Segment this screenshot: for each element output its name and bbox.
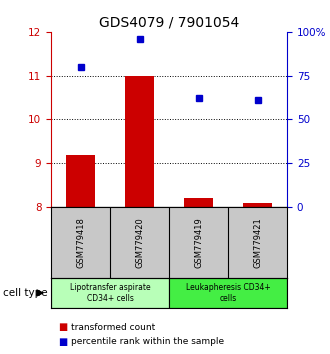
- Bar: [169, 278, 287, 308]
- Text: cell type: cell type: [3, 288, 48, 298]
- Text: Leukapheresis CD34+
cells: Leukapheresis CD34+ cells: [186, 283, 271, 303]
- Text: transformed count: transformed count: [71, 323, 155, 332]
- Text: percentile rank within the sample: percentile rank within the sample: [71, 337, 224, 346]
- Title: GDS4079 / 7901054: GDS4079 / 7901054: [99, 15, 239, 29]
- Bar: [51, 278, 169, 308]
- Bar: [243, 203, 272, 207]
- Text: ■: ■: [58, 322, 67, 332]
- Text: GSM779418: GSM779418: [76, 217, 85, 268]
- Text: GSM779419: GSM779419: [194, 217, 203, 268]
- Bar: [66, 155, 95, 207]
- Text: GSM779420: GSM779420: [135, 217, 144, 268]
- Bar: [125, 76, 154, 207]
- Text: GSM779421: GSM779421: [253, 217, 262, 268]
- Text: ■: ■: [58, 337, 67, 347]
- Bar: [184, 198, 214, 207]
- Text: Lipotransfer aspirate
CD34+ cells: Lipotransfer aspirate CD34+ cells: [70, 283, 150, 303]
